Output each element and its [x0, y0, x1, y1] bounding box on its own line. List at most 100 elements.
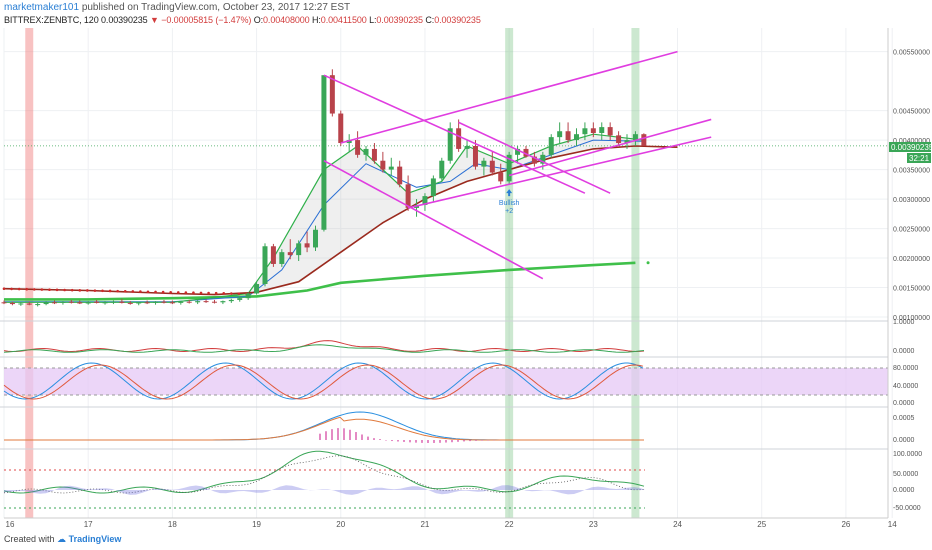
channel-line [458, 121, 611, 194]
candle-body [144, 302, 150, 304]
x-tick-label: 22 [505, 520, 514, 529]
panel1-tick: 0.0000 [893, 348, 915, 355]
candle-body [456, 128, 462, 149]
x-tick-label: 14 [888, 520, 897, 529]
sma-dot [33, 288, 36, 291]
candle-body [228, 299, 234, 302]
panel2-tick: 80.0000 [893, 365, 918, 372]
sma-dot [154, 290, 157, 294]
candle-body [380, 160, 386, 170]
sma-dot [123, 289, 127, 293]
candle-body [447, 128, 453, 161]
y-tick-label: 0.00550000 [893, 50, 930, 57]
sma-dot [131, 290, 135, 293]
tradingview-brand[interactable]: TradingView [68, 534, 122, 544]
panel4-line-a [3, 450, 645, 494]
candle-body [203, 301, 209, 303]
channel-line [323, 160, 544, 280]
candle-body [430, 178, 436, 197]
sma-dot [70, 288, 74, 292]
x-tick-label: 26 [841, 520, 850, 529]
sma-dot [222, 292, 226, 295]
sma-dot [48, 288, 51, 291]
sma-dot [176, 291, 180, 294]
last-price: 0.00390235 [101, 15, 148, 25]
author-link[interactable]: marketmaker101 [4, 2, 80, 13]
channel-line [508, 118, 712, 177]
sma-dot [161, 290, 165, 294]
candle-body [211, 301, 217, 303]
candle-body [279, 252, 285, 264]
candle-body [60, 301, 66, 303]
sma-dot [169, 290, 172, 294]
candle-body [531, 156, 537, 164]
sma-dot [108, 289, 112, 293]
y-tick-label: 0.00150000 [893, 286, 930, 293]
sma-dot [230, 292, 233, 295]
sma-dot [2, 287, 6, 291]
candle-body [85, 301, 91, 304]
candle-body [616, 135, 622, 144]
close-label: C: [425, 15, 435, 25]
symbol-label[interactable]: BITTREX:ZENBTC, 120 [4, 15, 99, 25]
panel4-tick: 100.0000 [893, 451, 922, 458]
channel-line [323, 74, 586, 194]
candle-body [397, 166, 403, 185]
candle-body [262, 246, 268, 285]
y-tick-label: 0.00300000 [893, 197, 930, 204]
low-label: L: [369, 15, 377, 25]
sma-dot [25, 287, 29, 291]
sma-line [3, 145, 678, 296]
panel3-tick: 0.0000 [893, 437, 915, 444]
candle-body [195, 301, 201, 303]
candle-body [110, 301, 116, 303]
low-value: 0.00390235 [376, 15, 423, 25]
candle-body [363, 148, 369, 155]
candle-body [296, 243, 302, 256]
signal-sub: +2 [505, 208, 513, 215]
sma-dot [63, 288, 66, 292]
candle-body [565, 131, 571, 141]
sma-dot [101, 289, 104, 293]
x-tick-label: 17 [84, 520, 93, 529]
candle-body [153, 301, 159, 303]
y-tick-label: 0.00450000 [893, 109, 930, 116]
candle-body [464, 145, 470, 149]
candle-body [540, 154, 546, 164]
high-label: H: [311, 15, 321, 25]
candle-body [43, 302, 49, 305]
candle-body [472, 145, 478, 167]
panel4-tick: 0.0000 [893, 487, 915, 494]
candle-body [506, 154, 512, 182]
highlight-band [25, 28, 34, 518]
up-arrow-icon [506, 189, 513, 197]
tradingview-logo-icon: ☁ [57, 534, 67, 544]
candle-body [102, 302, 108, 304]
candle-body [136, 302, 142, 304]
candle-body [405, 184, 411, 208]
y-tick-label: 0.00200000 [893, 256, 930, 263]
candle-body [94, 301, 100, 303]
candle-body [127, 302, 133, 304]
y-tick-label: 0.00100000 [893, 315, 930, 322]
candle-body [26, 303, 32, 305]
candle-body [161, 301, 167, 303]
panel2-tick: 40.0000 [893, 383, 918, 390]
sma-dot [139, 290, 142, 293]
close-value: 0.00390235 [434, 15, 481, 25]
candle-body [624, 140, 630, 144]
x-tick-label: 25 [757, 520, 766, 529]
sma-dot [93, 289, 97, 292]
candle-body [237, 298, 243, 300]
candle-body [641, 134, 647, 146]
stoch-d-line [3, 364, 644, 400]
candle-body [35, 304, 41, 306]
panel1-line-b [3, 344, 645, 353]
sma-dot [199, 291, 203, 295]
candle-body [178, 301, 184, 303]
candle-body [254, 284, 260, 294]
sma-dot [207, 291, 210, 295]
candle-body [270, 246, 276, 264]
stoch-k-line [3, 362, 644, 400]
